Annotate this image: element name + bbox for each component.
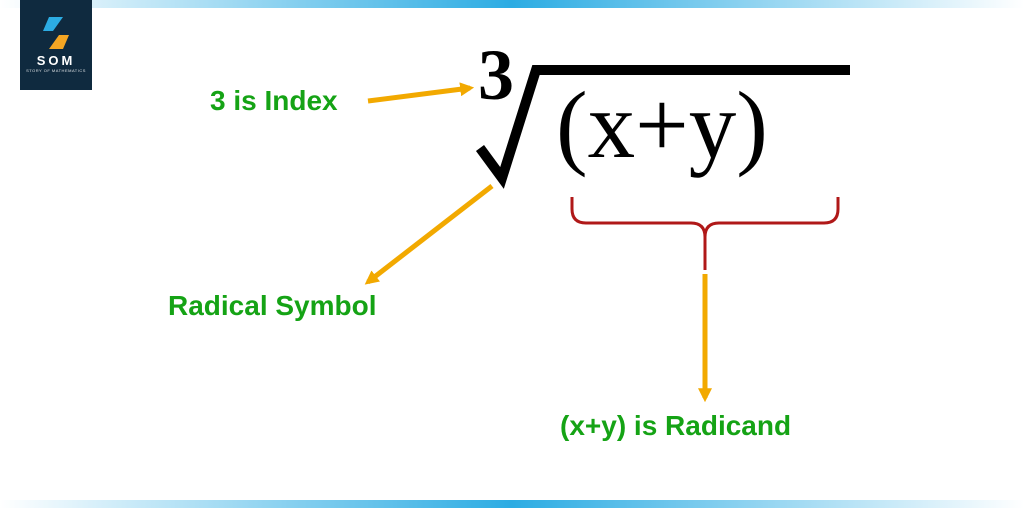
radical-index: 3 <box>478 34 514 117</box>
label-index: 3 is Index <box>210 85 338 117</box>
logo-subtext: STORY OF MATHEMATICS <box>26 68 86 73</box>
arrow-to-index <box>368 88 470 101</box>
radicand-expression: (x+y) <box>556 78 768 173</box>
logo-bolt-icon <box>43 17 69 49</box>
radicand-brace <box>572 197 838 237</box>
top-accent-bar <box>0 0 1024 8</box>
label-radical-symbol: Radical Symbol <box>168 290 377 322</box>
diagram-stage: SOM STORY OF MATHEMATICS 3 (x+y) 3 is In… <box>0 0 1024 512</box>
logo-text: SOM <box>37 53 76 68</box>
label-radicand: (x+y) is Radicand <box>560 410 791 442</box>
arrow-to-radical-symbol <box>368 186 492 282</box>
logo-badge: SOM STORY OF MATHEMATICS <box>20 0 92 90</box>
bottom-accent-bar <box>0 500 1024 508</box>
